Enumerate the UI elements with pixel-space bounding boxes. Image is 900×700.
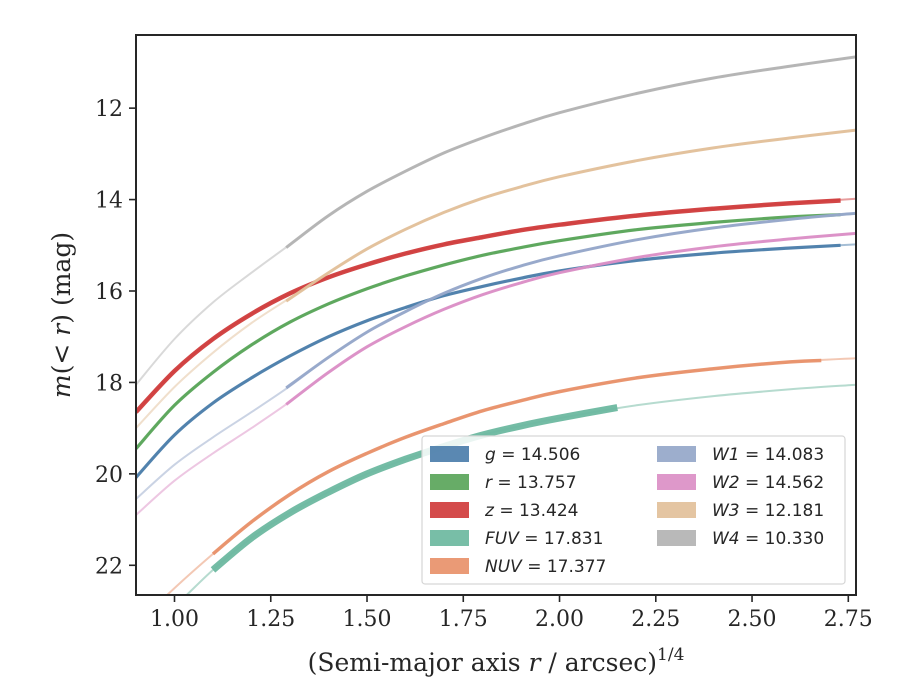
series-r-model-line <box>136 212 856 450</box>
legend-label-nuv: NUV = 17.377 <box>485 557 606 577</box>
x-tick-label: 2.50 <box>728 607 777 632</box>
legend-swatch-w4 <box>657 530 696 546</box>
y-tick-label: 16 <box>95 280 123 305</box>
legend-swatch-w1 <box>657 446 696 462</box>
x-tick-label: 2.00 <box>535 607 584 632</box>
legend-label-w2: W2 = 14.562 <box>712 473 824 493</box>
x-tick-label: 1.25 <box>246 607 295 632</box>
x-axis-title: (Semi-major axis r / arcsec)1/4 <box>308 645 685 677</box>
series-z-model-line <box>136 197 856 413</box>
y-axis: 12 14 16 18 20 22 <box>95 97 136 579</box>
y-tick-label: 22 <box>95 554 123 579</box>
legend-swatch-r <box>430 474 469 490</box>
y-tick-label: 12 <box>95 97 123 122</box>
series-z-data-line <box>136 198 841 414</box>
series-w2-data-line <box>285 231 856 406</box>
series-w1-data-line <box>285 211 856 390</box>
legend-swatch-g <box>430 446 469 462</box>
legend-label-w1: W1 = 14.083 <box>712 445 824 465</box>
x-axis: 1.00 1.25 1.50 1.75 2.00 2.25 2.50 2.75 <box>150 595 873 632</box>
legend-swatch-z <box>430 502 469 518</box>
legend-label-g: g = 14.506 <box>485 445 580 465</box>
legend-box <box>421 435 846 585</box>
legend-swatch-w3 <box>657 502 696 518</box>
legend-label-w4: W4 = 10.330 <box>712 529 824 549</box>
y-tick-label: 18 <box>95 371 123 396</box>
y-tick-label: 14 <box>95 189 123 214</box>
series-layer <box>136 55 856 595</box>
y-tick-label: 20 <box>95 463 123 488</box>
x-tick-label: 1.75 <box>439 607 488 632</box>
x-tick-label: 2.75 <box>824 607 873 632</box>
legend-label-r: r = 13.757 <box>485 473 577 493</box>
y-axis-title: m(< r) (mag) <box>47 232 76 398</box>
series-fuv-data-line <box>210 404 618 573</box>
series-w4-data-line <box>285 55 856 249</box>
series-nuv-data-line <box>211 358 822 556</box>
legend: g = 14.506 r = 13.757 z = 13.424 FUV = 17.8… <box>421 435 846 585</box>
plot-frame <box>135 34 857 596</box>
series-r-data-line <box>136 213 841 450</box>
x-tick-label: 2.25 <box>631 607 680 632</box>
legend-label-fuv: FUV = 17.831 <box>485 529 603 549</box>
legend-swatch-w2 <box>657 474 696 490</box>
legend-swatch-nuv <box>430 558 469 574</box>
legend-label-w3: W3 = 12.181 <box>712 501 824 521</box>
x-tick-label: 1.00 <box>150 607 199 632</box>
legend-label-z: z = 13.424 <box>484 501 578 521</box>
series-w3-data-line <box>285 128 856 303</box>
legend-swatch-fuv <box>430 530 469 546</box>
x-tick-label: 1.50 <box>343 607 392 632</box>
